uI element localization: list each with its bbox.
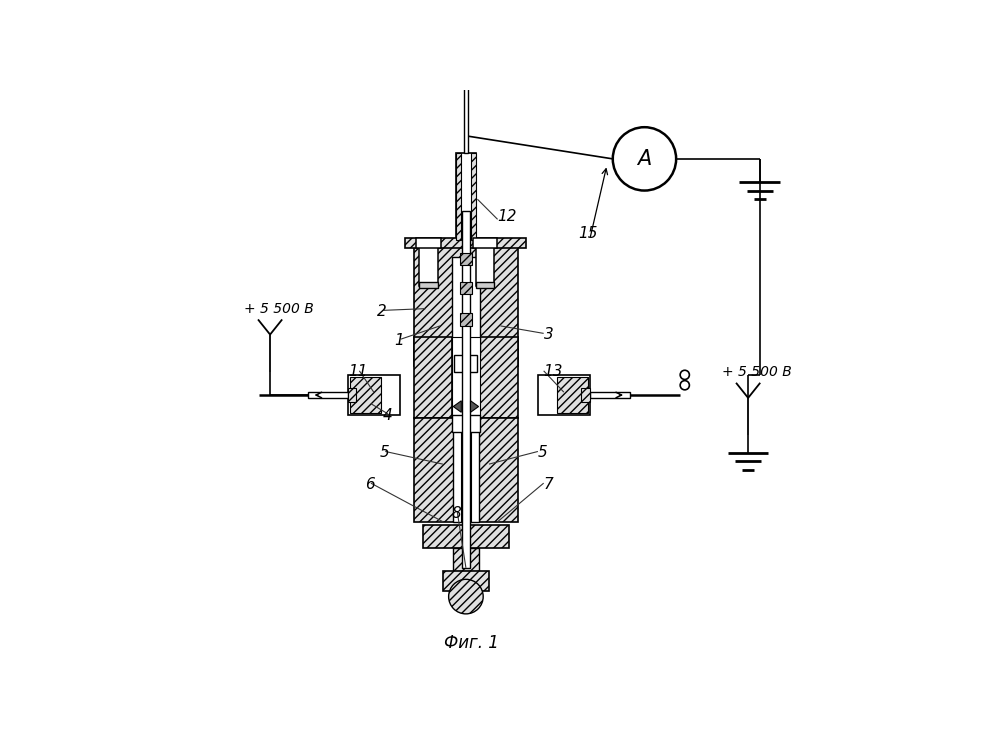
- Bar: [443, 571, 489, 591]
- Bar: [472, 153, 477, 239]
- Text: + 5 500 В: + 5 500 В: [722, 365, 792, 379]
- Bar: [460, 313, 473, 326]
- Text: 13: 13: [543, 364, 563, 379]
- Bar: [423, 524, 509, 548]
- Text: 6: 6: [365, 476, 375, 491]
- Text: 8: 8: [452, 506, 462, 521]
- Text: 5: 5: [380, 445, 390, 460]
- Text: 11: 11: [348, 364, 368, 379]
- Text: А: А: [637, 149, 651, 169]
- Bar: [414, 418, 517, 522]
- Bar: [476, 245, 495, 286]
- Bar: [481, 337, 517, 418]
- Text: 15: 15: [578, 226, 597, 242]
- Bar: [462, 211, 470, 568]
- Text: + 5 500 В: + 5 500 В: [244, 301, 314, 316]
- Circle shape: [612, 127, 676, 191]
- Bar: [420, 245, 438, 286]
- Bar: [417, 238, 441, 248]
- Bar: [348, 388, 357, 402]
- Bar: [452, 415, 481, 432]
- Bar: [460, 253, 473, 266]
- Text: 12: 12: [498, 209, 517, 224]
- Bar: [464, 84, 469, 153]
- Circle shape: [449, 580, 484, 614]
- Bar: [414, 239, 517, 367]
- Circle shape: [680, 370, 689, 379]
- Text: Фиг. 1: Фиг. 1: [445, 634, 500, 652]
- Polygon shape: [454, 401, 462, 412]
- Bar: [348, 375, 400, 415]
- Bar: [414, 337, 452, 418]
- Bar: [537, 375, 589, 415]
- Circle shape: [680, 381, 689, 390]
- Bar: [460, 281, 473, 294]
- Text: 3: 3: [543, 327, 553, 342]
- Bar: [556, 376, 588, 414]
- Bar: [461, 418, 472, 522]
- Bar: [452, 257, 481, 355]
- Text: 2: 2: [377, 304, 387, 319]
- Bar: [476, 281, 495, 289]
- Text: 4: 4: [383, 408, 393, 423]
- Bar: [581, 388, 589, 402]
- Bar: [455, 355, 478, 372]
- Bar: [456, 153, 477, 239]
- Text: 7: 7: [543, 476, 553, 491]
- Text: 1: 1: [394, 333, 404, 348]
- Bar: [456, 153, 461, 239]
- Bar: [406, 238, 526, 248]
- Bar: [454, 548, 479, 571]
- Bar: [473, 238, 498, 248]
- Bar: [454, 418, 479, 522]
- Bar: [350, 376, 381, 414]
- Bar: [308, 391, 348, 399]
- Bar: [589, 391, 630, 399]
- Polygon shape: [471, 401, 479, 412]
- Bar: [452, 337, 481, 418]
- Bar: [420, 281, 438, 289]
- Text: 5: 5: [537, 445, 547, 460]
